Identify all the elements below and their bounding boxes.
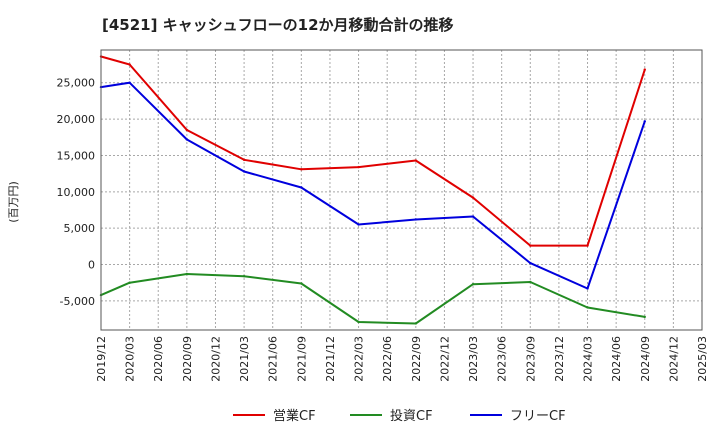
x-ticks: 2019/12 2020/03 2020/06 2020/09 2020/12 2021/… xyxy=(95,336,709,382)
data-point xyxy=(357,165,360,169)
data-point xyxy=(357,320,360,324)
x-tick-label: 2023/09 xyxy=(524,336,537,382)
x-tick-label: 2021/06 xyxy=(267,336,280,382)
x-tick-label: 2023/06 xyxy=(496,336,509,382)
y-tick-label: 5,000 xyxy=(64,222,96,235)
data-point xyxy=(128,81,131,84)
x-tick-label: 2020/09 xyxy=(181,336,194,382)
x-tick-label: 2024/06 xyxy=(610,336,623,382)
data-point xyxy=(471,215,475,218)
data-point xyxy=(643,68,646,71)
plot-frame xyxy=(100,49,703,331)
grid xyxy=(100,50,703,330)
data-point xyxy=(471,282,475,286)
chart-title: [4521] キャッシュフローの12か月移動合計の推移 xyxy=(102,16,454,34)
data-point xyxy=(643,315,646,319)
data-point xyxy=(300,168,303,171)
data-point xyxy=(414,322,418,325)
data-point xyxy=(357,223,360,226)
data-point xyxy=(300,186,303,189)
data-point xyxy=(242,274,246,278)
x-tick-label: 2022/03 xyxy=(353,336,366,382)
series-line-2 xyxy=(100,273,645,325)
x-tick-label: 2023/03 xyxy=(467,336,480,382)
data-point xyxy=(586,287,589,290)
y-tick-label: 0 xyxy=(88,259,95,272)
data-point xyxy=(529,261,532,265)
y-tick-label: 15,000 xyxy=(57,149,96,162)
legend-label: フリーCF xyxy=(510,409,566,424)
legend-label: 投資CF xyxy=(390,408,433,424)
data-point xyxy=(242,170,246,173)
x-tick-label: 2025/03 xyxy=(696,336,709,382)
x-tick-label: 2021/12 xyxy=(324,336,337,382)
series-line-1 xyxy=(100,55,646,247)
y-ticks: -5,000 0 5,000 10,000 15,000 20,000 25,000 xyxy=(57,77,96,308)
data-point xyxy=(643,120,646,123)
x-tick-label: 2024/12 xyxy=(667,336,680,382)
data-point xyxy=(128,63,131,66)
data-point xyxy=(242,158,246,162)
y-tick-label: 10,000 xyxy=(57,186,96,199)
y-tick-label: -5,000 xyxy=(60,295,95,308)
data-point xyxy=(586,306,589,309)
x-tick-label: 2024/09 xyxy=(639,336,652,382)
series-line-3 xyxy=(100,81,646,290)
x-tick-label: 2021/09 xyxy=(295,336,308,382)
x-tick-label: 2022/06 xyxy=(381,336,394,382)
data-point xyxy=(185,128,189,132)
data-point xyxy=(414,218,418,221)
data-point xyxy=(185,272,189,276)
x-tick-label: 2021/03 xyxy=(238,336,251,382)
y-axis-label: (百万円) xyxy=(7,181,20,223)
data-point xyxy=(529,280,532,284)
x-tick-label: 2020/12 xyxy=(209,336,222,382)
legend-label: 営業CF xyxy=(273,408,316,424)
data-point xyxy=(185,138,189,141)
data-point xyxy=(128,281,131,284)
x-tick-label: 2020/06 xyxy=(152,336,165,382)
legend: 営業CF 投資CF フリーCF xyxy=(233,408,566,424)
data-point xyxy=(471,196,475,199)
data-point xyxy=(529,244,532,247)
data-point xyxy=(586,244,589,247)
data-point xyxy=(414,159,418,162)
y-tick-label: 25,000 xyxy=(57,77,96,90)
x-tick-label: 2023/12 xyxy=(553,336,566,382)
x-tick-label: 2019/12 xyxy=(95,336,108,382)
series xyxy=(99,55,646,325)
y-tick-label: 20,000 xyxy=(57,113,96,126)
x-tick-label: 2022/09 xyxy=(410,336,423,382)
x-tick-label: 2022/12 xyxy=(438,336,451,382)
data-point xyxy=(300,282,303,285)
x-tick-label: 2020/03 xyxy=(124,336,137,382)
x-tick-label: 2024/03 xyxy=(582,336,595,382)
